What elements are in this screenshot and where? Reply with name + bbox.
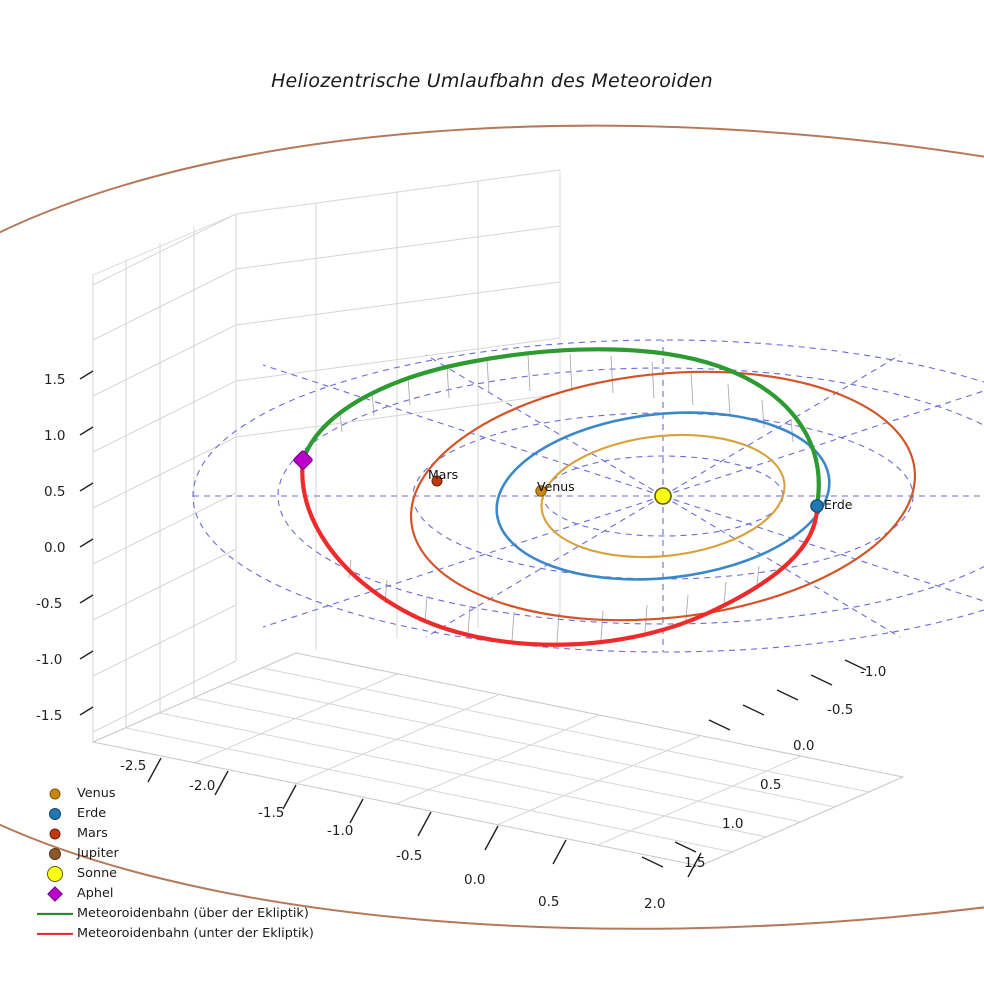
- legend-item-erde[interactable]: Erde: [33, 804, 333, 824]
- ytick-3: 0.5: [760, 777, 782, 793]
- jupiter-orbit: [0, 124, 984, 930]
- legend-item-sonne[interactable]: Sonne: [33, 864, 333, 884]
- ytick-5: 1.5: [684, 855, 706, 871]
- legend: Venus Erde Mars Jupiter Sonne: [33, 784, 333, 944]
- legend-label-venus: Venus: [77, 786, 116, 801]
- mars-label: Mars: [428, 467, 459, 482]
- legend-label-meteoroid-above: Meteoroidenbahn (über der Ekliptik): [77, 906, 309, 921]
- aphel-diamond-icon: [33, 884, 77, 904]
- meteoroid-orbit-above: [300, 347, 821, 508]
- venus-label: Venus: [537, 479, 575, 494]
- axis-tick-marks: [79, 370, 867, 878]
- xtick-4: -0.5: [396, 848, 423, 864]
- xtick-2: -1.5: [258, 805, 285, 821]
- legend-label-meteoroid-below: Meteoroidenbahn (unter der Ekliptik): [77, 926, 314, 941]
- droplines: [339, 353, 794, 644]
- venus-dot-icon: [33, 784, 77, 804]
- xtick-5: 0.0: [464, 872, 486, 888]
- ztick-6: -1.5: [36, 708, 63, 724]
- ytick-1: -0.5: [827, 702, 854, 718]
- legend-item-venus[interactable]: Venus: [33, 784, 333, 804]
- xtick-1: -2.0: [189, 778, 216, 794]
- legend-item-mars[interactable]: Mars: [33, 824, 333, 844]
- venus-orbit: [540, 433, 786, 559]
- ztick-3: 0.0: [44, 540, 66, 556]
- green-line-icon: [33, 904, 77, 924]
- erde-orbit: [495, 411, 831, 581]
- sonne-dot-icon: [33, 864, 77, 884]
- erde-label: Erde: [824, 497, 853, 512]
- ztick-4: -0.5: [36, 596, 63, 612]
- ytick-0: -1.0: [860, 664, 887, 680]
- legend-label-mars: Mars: [77, 826, 108, 841]
- mars-orbit: [409, 370, 917, 622]
- legend-label-erde: Erde: [77, 806, 107, 821]
- mars-dot-icon: [33, 824, 77, 844]
- legend-label-sonne: Sonne: [77, 866, 118, 881]
- ztick-5: -1.0: [36, 652, 63, 668]
- ytick-4: 1.0: [722, 816, 744, 832]
- legend-item-meteoroid-below[interactable]: Meteoroidenbahn (unter der Ekliptik): [33, 924, 333, 944]
- polar-grid: [192, 339, 984, 653]
- legend-label-jupiter: Jupiter: [77, 846, 119, 861]
- xtick-3: -1.0: [327, 823, 354, 839]
- xtick-7: 2.0: [644, 896, 666, 912]
- legend-item-meteoroid-above[interactable]: Meteoroidenbahn (über der Ekliptik): [33, 904, 333, 924]
- mars-marker: [431, 475, 443, 487]
- erde-dot-icon: [33, 804, 77, 824]
- page-title: Heliozentrische Umlaufbahn des Meteoroid…: [271, 70, 713, 92]
- ztick-1: 1.0: [44, 428, 66, 444]
- red-line-icon: [33, 924, 77, 944]
- venus-marker: [535, 485, 547, 497]
- meteoroid-orbit-below: [300, 457, 820, 647]
- legend-item-jupiter[interactable]: Jupiter: [33, 844, 333, 864]
- legend-label-aphel: Aphel: [77, 886, 114, 901]
- jupiter-dot-icon: [33, 844, 77, 864]
- ztick-2: 0.5: [44, 484, 66, 500]
- xtick-6: 0.5: [538, 894, 560, 910]
- ytick-2: 0.0: [793, 738, 815, 754]
- sonne-marker: [654, 487, 672, 505]
- legend-item-aphel[interactable]: Aphel: [33, 884, 333, 904]
- ztick-0: 1.5: [44, 372, 66, 388]
- xtick-0: -2.5: [120, 758, 147, 774]
- aphel-marker: [293, 450, 313, 470]
- erde-marker: [810, 499, 824, 513]
